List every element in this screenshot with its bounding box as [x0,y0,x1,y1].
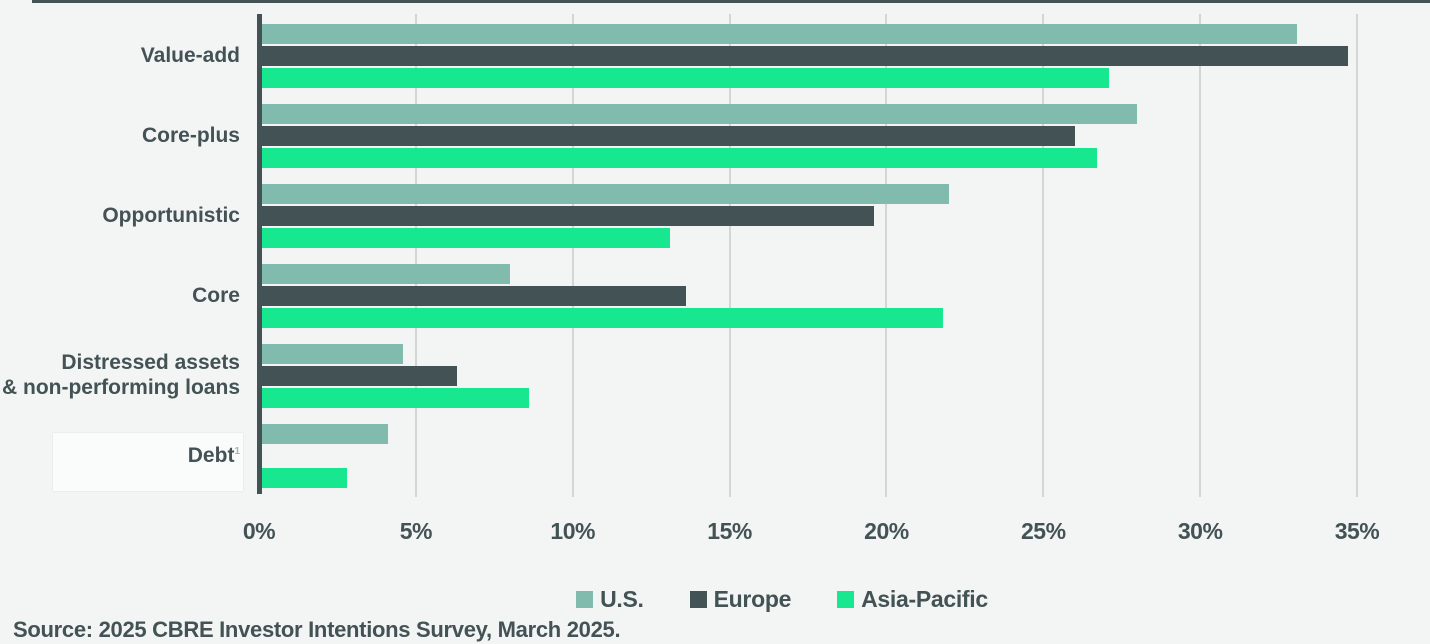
bar-u-s-core [259,264,510,284]
bar-u-s-core-plus [259,104,1138,124]
x-tick-label-25: 25% [1021,518,1066,544]
bar-group-distressed-assets-non-performing-loans [259,344,1357,408]
bar-europe-core-plus [259,126,1075,146]
legend-item-europe: Europe [689,586,792,613]
bar-europe-opportunistic [259,206,874,226]
bar-europe-core [259,286,686,306]
category-label-line: Core-plus [141,123,240,147]
bar-group-debt [259,424,1357,488]
category-label-core-plus: Core-plus [0,104,240,168]
bar-groups [259,14,1357,488]
x-tick-label-5: 5% [399,518,433,544]
source-text: Source: 2025 CBRE Investor Intentions Su… [13,617,621,642]
bar-europe-value-add [259,46,1348,66]
y-axis-line [257,14,262,494]
x-tick-label-15: 15% [707,518,752,544]
footnote-marker: 1 [234,445,240,457]
legend-item-u-s: U.S. [576,586,644,613]
bar-asia-pacific-debt [259,468,347,488]
category-label-debt: Debt1 [0,424,240,488]
legend-item-asia-pacific: Asia-Pacific [837,586,988,613]
legend-swatch-asia-pacific [837,591,855,608]
legend-label: Asia-Pacific [861,586,988,612]
bar-asia-pacific-core [259,308,943,328]
plot-area [257,14,1358,497]
bar-u-s-debt [259,424,388,444]
gridline-25 [1042,14,1045,497]
bar-europe-distressed-assets-non-performing-loans [259,366,457,386]
x-tick-label-0: 0% [242,518,276,544]
bar-u-s-distressed-assets-non-performing-loans [259,344,404,364]
bar-group-core [259,264,1357,328]
bar-asia-pacific-opportunistic [259,228,670,248]
gridline-35 [1356,14,1358,497]
bar-asia-pacific-distressed-assets-non-performing-loans [259,388,529,408]
x-tick-label-20: 20% [864,518,909,544]
legend-label: U.S. [600,586,644,612]
category-label-line: & non-performing loans [2,376,240,399]
bar-asia-pacific-value-add [259,68,1110,88]
gridline-20 [885,14,888,497]
top-rule [32,0,1430,3]
gridline-30 [1199,14,1202,497]
legend-label: Europe [713,586,792,612]
legend: U.S. Europe Asia-Pacific [0,586,1430,613]
bar-chart: Value-add Core-plus Opportunistic Core Distr… [0,14,1430,613]
x-tick-label-30: 30% [1177,518,1223,544]
gridline-15 [728,14,731,497]
bar-asia-pacific-core-plus [259,148,1097,168]
bar-u-s-opportunistic [259,184,950,204]
bar-group-core-plus [259,104,1357,168]
category-label-line: Distressed assets [61,351,240,375]
gridline-10 [571,14,574,497]
category-label-distressed-assets-non-performing-loans: Distressed assets & non-performing loans [0,344,240,408]
category-label-line: Debt1 [187,443,240,467]
category-label-value-add: Value-add [0,24,240,88]
bar-u-s-value-add [259,24,1298,44]
plot-row: Value-add Core-plus Opportunistic Core Distr… [0,14,1430,504]
bar-group-opportunistic [259,184,1357,248]
category-label-line: Core [192,283,240,307]
category-label-line: Value-add [140,43,240,67]
category-label-line: Opportunistic [102,203,240,227]
x-tick-label-10: 10% [550,518,595,544]
legend-swatch-europe [689,591,707,608]
debt-row-highlight [52,432,244,492]
bar-group-value-add [259,24,1357,88]
category-labels: Value-add Core-plus Opportunistic Core Distr… [0,14,259,504]
category-label-core: Core [0,264,240,328]
x-axis: 0% 5% 10% 15% 20% 25% 30% 35% [243,518,1380,552]
x-tick-label-35: 35% [1334,518,1380,544]
legend-swatch-u-s [576,591,594,608]
gridline-5 [414,14,417,497]
category-label-opportunistic: Opportunistic [0,184,240,248]
